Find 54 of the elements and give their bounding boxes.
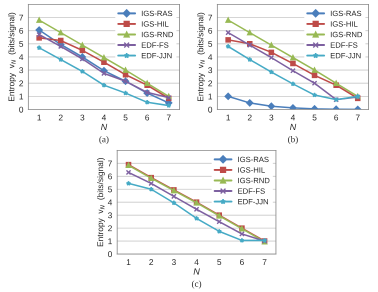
y-tick-label: 1 — [19, 94, 24, 100]
y-axis-title: Entropy v$_{N}$ (bits/signal) — [8, 12, 16, 102]
y-tick-label: 4 — [108, 199, 112, 206]
y-tick-label: 1 — [108, 238, 112, 244]
x-tick-label: 1 — [226, 114, 230, 120]
y-tick-label: 3 — [208, 67, 212, 74]
y-tick-label: 2 — [108, 225, 112, 232]
x-tick-label: 2 — [149, 259, 154, 265]
x-tick-label: 5 — [312, 114, 317, 120]
y-tick-label: 3 — [19, 67, 24, 74]
y-tick-label: 1 — [208, 94, 212, 100]
y-axis-title: Entropy v$_{N}$ (bits/signal) — [197, 12, 206, 102]
y-tick-label: 7 — [208, 14, 212, 21]
y-tick-label: 0 — [208, 106, 212, 113]
y-tick-label: 6 — [108, 173, 112, 180]
x-axis-title: N — [100, 124, 108, 130]
x-tick-label: 5 — [217, 259, 222, 266]
x-tick-label: 4 — [102, 114, 106, 120]
x-axis-title: N — [194, 268, 200, 275]
y-tick-label: 5 — [108, 186, 112, 192]
text: (c) — [192, 280, 202, 289]
text: (a) — [99, 136, 109, 144]
y-tick-label: 0 — [19, 106, 24, 113]
y-tick-label: 6 — [208, 28, 212, 34]
x-tick-label: 2 — [58, 114, 63, 120]
x-tick-label: 6 — [145, 114, 150, 120]
x-tick-label: 7 — [262, 259, 266, 265]
y-tick-label: 2 — [208, 80, 212, 86]
y-tick-label: 6 — [19, 28, 24, 34]
text: (b) — [288, 136, 298, 144]
y-tick-label: 7 — [19, 14, 24, 21]
y-tick-label: 2 — [19, 80, 24, 86]
y-tick-label: 3 — [108, 212, 112, 218]
x-tick-label: 4 — [290, 114, 296, 120]
x-tick-label: 7 — [166, 114, 171, 120]
y-tick-label: 4 — [208, 54, 212, 60]
x-tick-label: 6 — [334, 114, 338, 120]
y-tick-label: 5 — [208, 41, 212, 47]
x-tick-label: 1 — [126, 259, 130, 265]
x-tick-label: 3 — [269, 114, 274, 120]
y-tick-label: 5 — [19, 41, 24, 47]
x-axis-title: N — [290, 124, 296, 130]
x-tick-label: 3 — [172, 259, 176, 266]
x-tick-label: 6 — [240, 259, 244, 266]
x-tick-label: 4 — [194, 259, 199, 265]
y-tick-label: 4 — [19, 54, 24, 60]
x-tick-label: 5 — [124, 114, 128, 120]
x-tick-label: 7 — [356, 114, 360, 120]
x-tick-label: 3 — [80, 114, 84, 120]
x-tick-label: 1 — [37, 114, 42, 120]
y-tick-label: 7 — [108, 160, 112, 166]
x-tick-label: 2 — [248, 114, 252, 120]
y-axis-title: Entropy v$_{N}$ (bits/signal) — [97, 158, 105, 246]
y-tick-label: 0 — [108, 251, 112, 258]
